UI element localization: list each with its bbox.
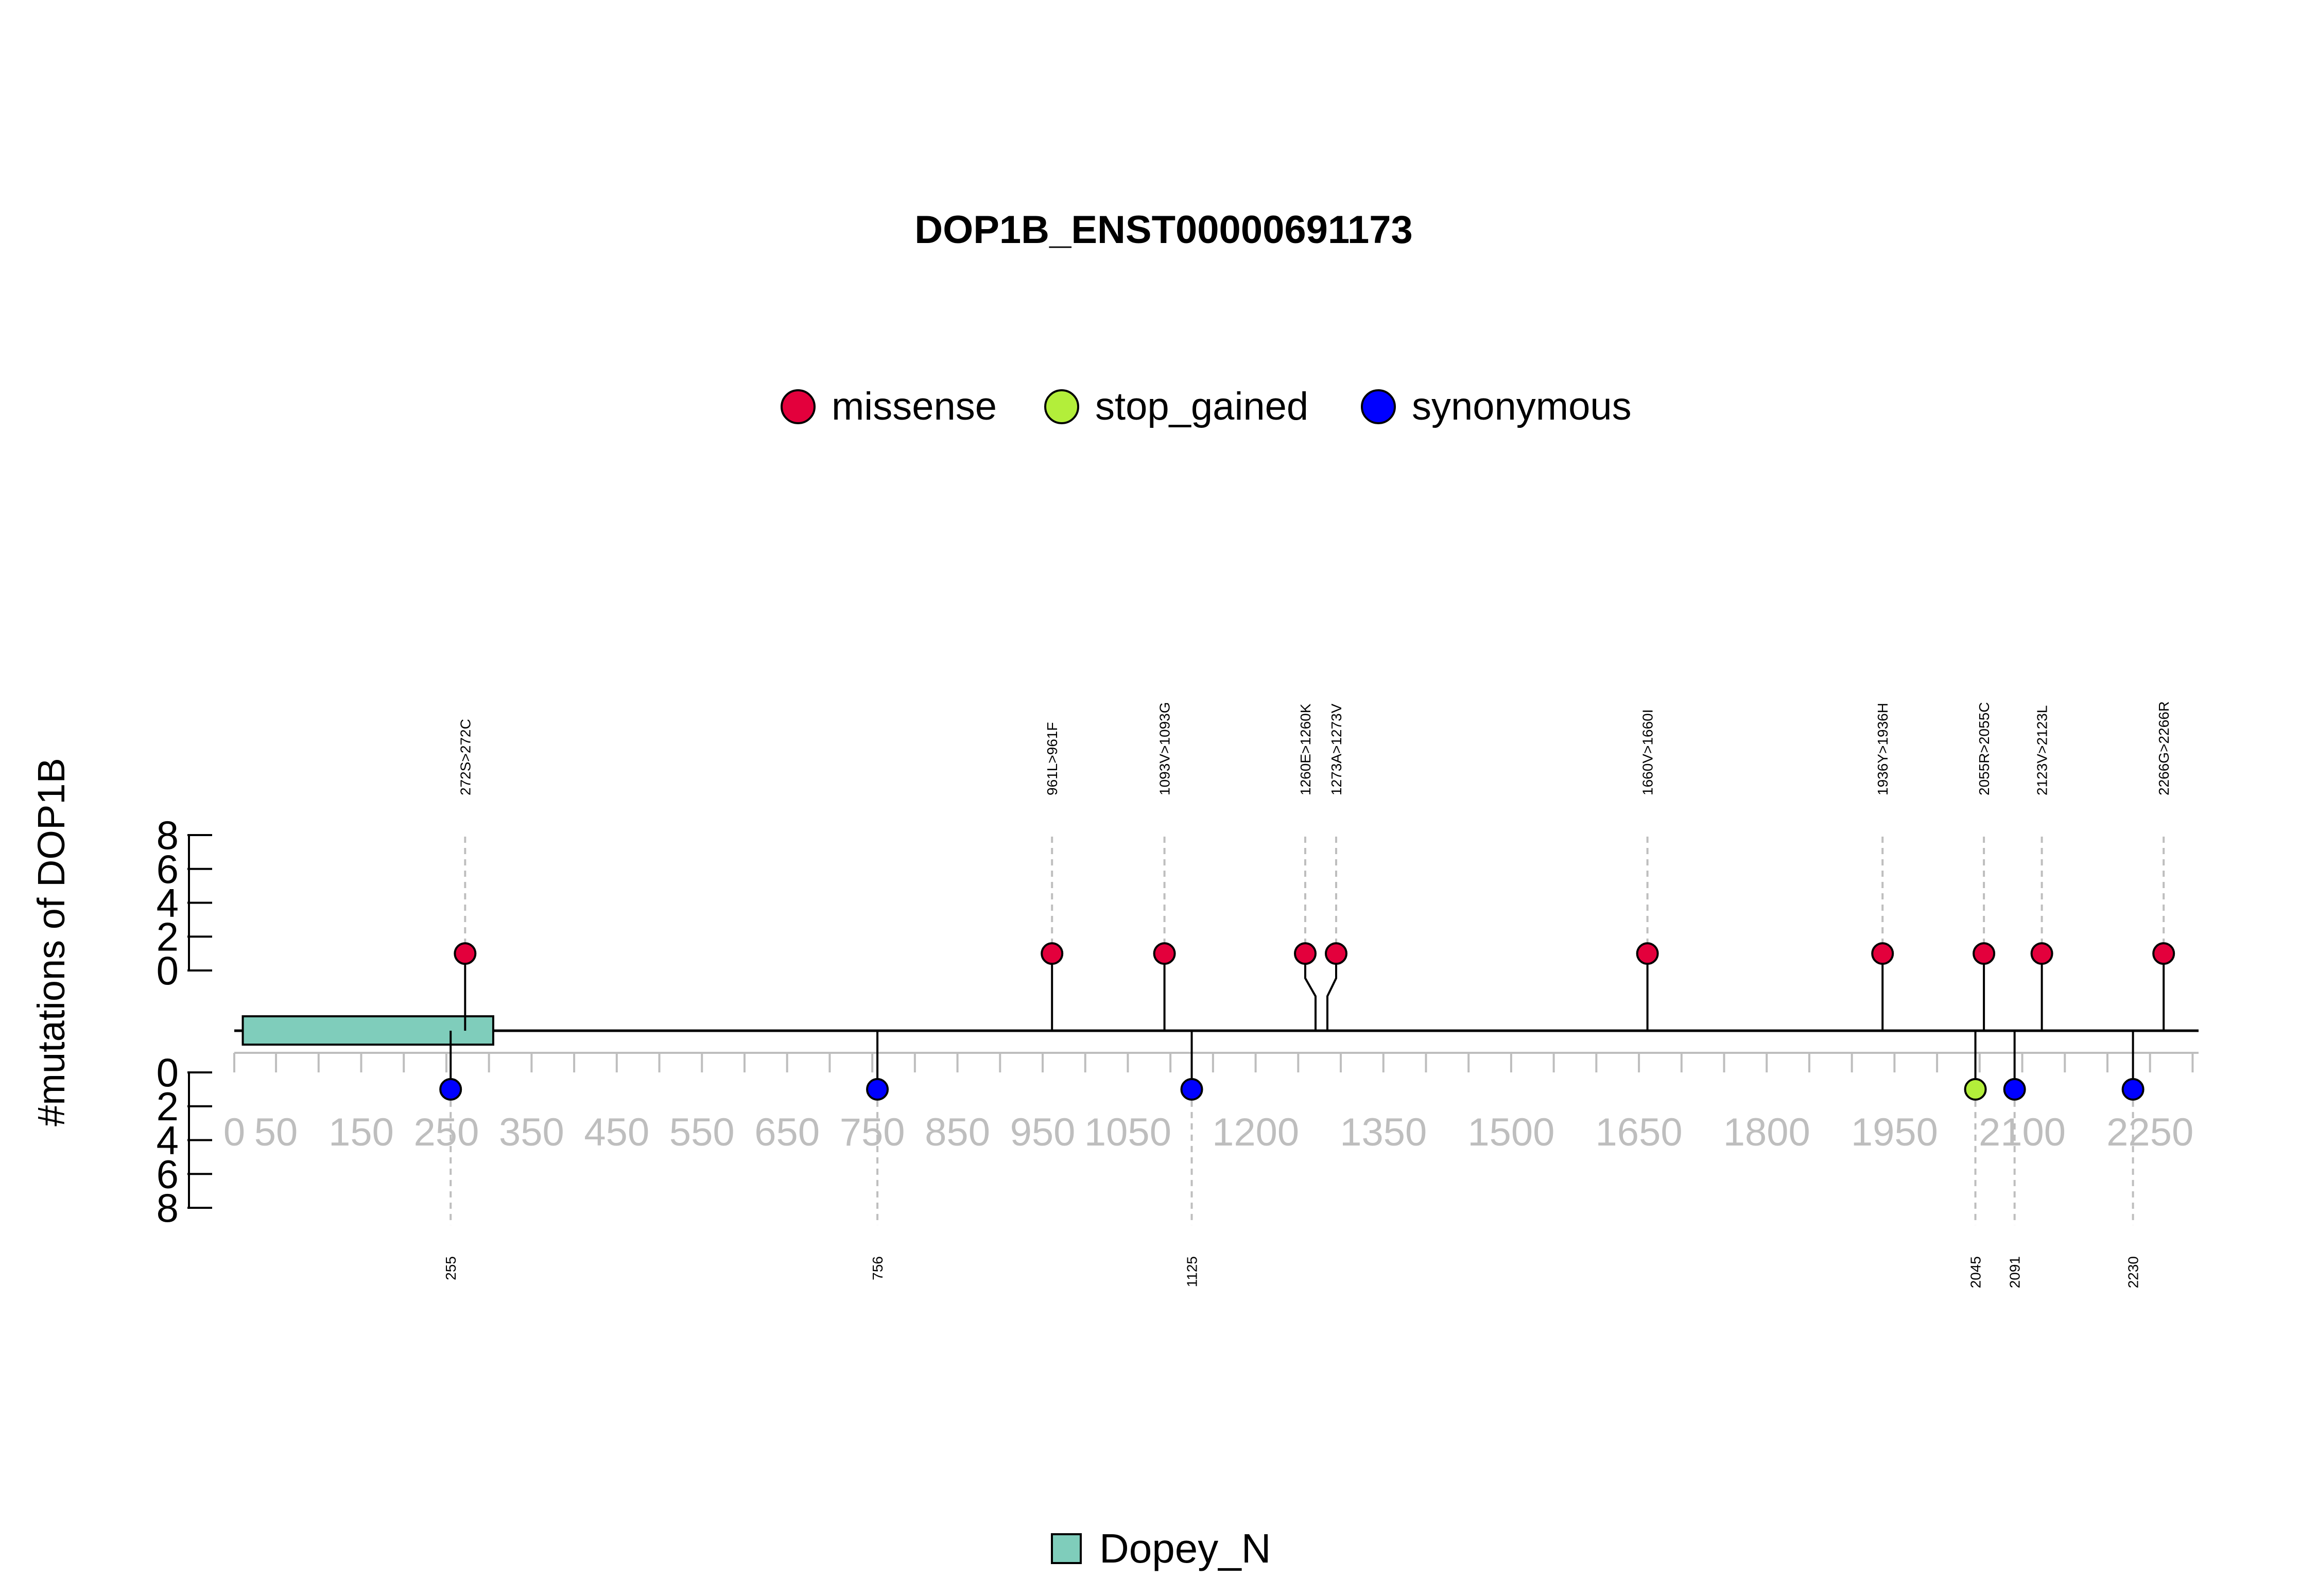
mutation-above-1260: 1260E>1260K <box>1294 703 1317 1031</box>
mutation-above-2266: 2266G>2266R <box>2152 701 2175 1031</box>
mutation-dot-stop_gained <box>1964 1078 1987 1101</box>
mutation-dot-missense <box>1325 942 1347 965</box>
mutation-dot-synonymous <box>866 1078 889 1101</box>
x-tick-label-750: 750 <box>840 1111 905 1154</box>
mutation-dot-missense <box>1041 942 1064 965</box>
chart-title: DOP1B_ENST00000691173 <box>914 208 1413 252</box>
x-tick-label-1500: 1500 <box>1467 1111 1554 1154</box>
mutation-label: 2266G>2266R <box>2156 701 2172 795</box>
mutation-dot-missense <box>1871 942 1894 965</box>
mutation-label: 756 <box>870 1256 886 1280</box>
x-tick-label-50: 50 <box>254 1111 298 1154</box>
legend-label-missense: missense <box>832 385 997 428</box>
mutation-below-255: 255 <box>439 1031 462 1280</box>
mutation-below-1125: 1125 <box>1180 1031 1203 1287</box>
y-tick-label-bottom-4: 4 <box>157 1118 179 1163</box>
mutation-label: 1125 <box>1184 1256 1200 1287</box>
x-tick-label-150: 150 <box>328 1111 394 1154</box>
x-tick-label-1950: 1950 <box>1851 1111 1938 1154</box>
x-tick-label-850: 850 <box>925 1111 990 1154</box>
mutation-above-1093: 1093V>1093G <box>1153 702 1176 1031</box>
x-tick-label-250: 250 <box>414 1111 479 1154</box>
mutation-dot-missense <box>2030 942 2053 965</box>
mutation-above-961: 961L>961F <box>1041 722 1064 1031</box>
mutation-dot-missense <box>1636 942 1659 965</box>
y-tick-label-bottom-0: 0 <box>157 1050 179 1095</box>
x-tick-label-1050: 1050 <box>1084 1111 1171 1154</box>
mutation-dot-synonymous <box>2003 1078 2026 1101</box>
y-axis-title: #mutations of DOP1B <box>30 758 73 1126</box>
y-tick-label-bottom-2: 2 <box>157 1084 179 1129</box>
mutation-label: 2123V>2123L <box>2034 705 2050 795</box>
domain-legend-swatch <box>1051 1533 1082 1564</box>
mutation-label: 2230 <box>2125 1256 2141 1288</box>
mutation-label: 1660V>1660I <box>1640 709 1656 795</box>
x-tick-label-350: 350 <box>499 1111 564 1154</box>
y-tick-label-top-6: 6 <box>157 846 179 892</box>
legend-marker-missense <box>781 389 816 424</box>
domain-Dopey_N <box>241 1015 494 1046</box>
legend-marker-synonymous <box>1361 389 1396 424</box>
stem <box>1326 953 1337 1031</box>
y-tick-label-top-2: 2 <box>157 914 179 959</box>
mutation-label: 255 <box>443 1256 459 1280</box>
mutation-above-2123: 2123V>2123L <box>2030 705 2053 1031</box>
mutation-label: 961L>961F <box>1044 722 1060 795</box>
y-axis-label: #mutations of DOP1B <box>30 758 73 1126</box>
x-tick-label-1200: 1200 <box>1212 1111 1299 1154</box>
y-tick-label-top-4: 4 <box>157 880 179 926</box>
mutation-above-272: 272S>272C <box>454 719 477 1031</box>
x-tick-label-1800: 1800 <box>1723 1111 1810 1154</box>
x-tick-label-950: 950 <box>1010 1111 1076 1154</box>
mutation-label: 2045 <box>1968 1256 1984 1288</box>
mutation-dot-missense <box>454 942 477 965</box>
x-tick-label-450: 450 <box>584 1111 649 1154</box>
domain-legend-label: Dopey_N <box>1099 1525 1271 1571</box>
stem <box>1304 953 1317 1031</box>
mutation-above-1936: 1936Y>1936H <box>1871 703 1894 1031</box>
x-tick-label-2250: 2250 <box>2106 1111 2193 1154</box>
mutation-label: 272S>272C <box>457 719 473 795</box>
legend-label-synonymous: synonymous <box>1412 385 1632 428</box>
mutation-label: 1936Y>1936H <box>1875 703 1891 795</box>
x-tick-label-650: 650 <box>754 1111 820 1154</box>
y-tick-label-bottom-8: 8 <box>157 1185 179 1230</box>
mutation-label: 1260E>1260K <box>1298 703 1313 795</box>
mutation-label: 2091 <box>2007 1256 2023 1288</box>
mutation-label: 1273A>1273V <box>1328 703 1344 795</box>
mutation-dot-missense <box>1973 942 1996 965</box>
mutation-dot-missense <box>1153 942 1176 965</box>
mutation-below-2045: 2045 <box>1964 1031 1987 1288</box>
mutation-dot-synonymous <box>2121 1078 2145 1101</box>
protein-backbone <box>234 1015 2199 1046</box>
mutation-dot-synonymous <box>1180 1078 1203 1101</box>
legend: missense stop_gained synonymous <box>781 385 1632 428</box>
lollipops: 272S>272C 961L>961F 1093V>1093G 1260E>1260K… <box>439 701 2175 1288</box>
x-tick-label-550: 550 <box>669 1111 735 1154</box>
y-tick-label-top-8: 8 <box>157 812 179 858</box>
x-tick-label-1350: 1350 <box>1340 1111 1427 1154</box>
x-tick-label-2100: 2100 <box>1979 1111 2066 1154</box>
legend-marker-stop_gained <box>1044 389 1079 424</box>
mutation-above-1273: 1273A>1273V <box>1325 703 1347 1031</box>
mutation-below-2091: 2091 <box>2003 1031 2026 1288</box>
mutation-above-1660: 1660V>1660I <box>1636 709 1659 1031</box>
domain-legend: Dopey_N <box>1051 1525 1271 1571</box>
x-axis: 0 50 150 250 350 450 550 650 750 850 950 1050 1200 13… <box>223 1052 2199 1154</box>
legend-label-stop_gained: stop_gained <box>1095 385 1308 428</box>
y-tick-label-bottom-6: 6 <box>157 1151 179 1196</box>
mutation-label: 2055R>2055C <box>1976 702 1992 795</box>
mutation-above-2055: 2055R>2055C <box>1973 702 1996 1031</box>
mutation-dot-missense <box>1294 942 1317 965</box>
y-tick-label-top-0: 0 <box>157 948 179 993</box>
mutation-below-2230: 2230 <box>2121 1031 2145 1288</box>
x-tick-label-1650: 1650 <box>1596 1111 1683 1154</box>
x-tick-label-0: 0 <box>223 1111 245 1154</box>
mutation-dot-missense <box>2152 942 2175 965</box>
mutation-below-756: 756 <box>866 1031 889 1280</box>
mutation-label: 1093V>1093G <box>1157 702 1173 795</box>
mutation-dot-synonymous <box>439 1078 462 1101</box>
